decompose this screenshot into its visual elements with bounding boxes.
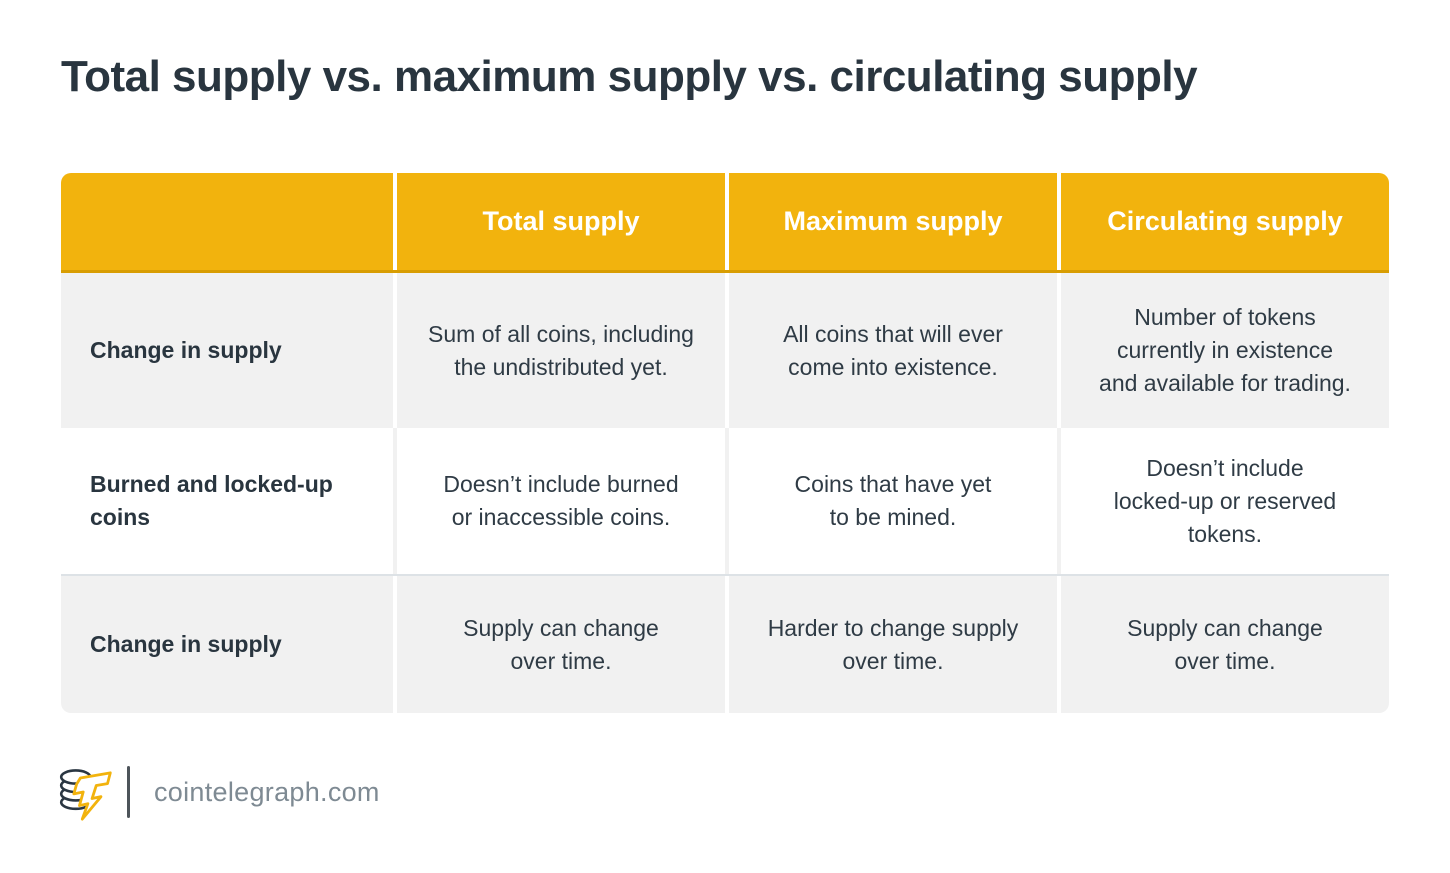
cell-total-supply: Doesn’t include burned or inaccessible c… — [397, 428, 725, 574]
table-header-row: Total supply Maximum supply Circulating … — [61, 173, 1389, 273]
header-total-supply: Total supply — [397, 173, 725, 270]
cell-total-supply: Sum of all coins, including the undistri… — [397, 273, 725, 428]
cell-circulating-supply: Supply can change over time. — [1061, 576, 1389, 713]
cell-circulating-supply: Number of tokens currently in existence … — [1061, 273, 1389, 428]
cell-total-supply: Supply can change over time. — [397, 576, 725, 713]
cointelegraph-logo-icon — [59, 769, 112, 821]
supply-comparison-table: Total supply Maximum supply Circulating … — [61, 173, 1389, 713]
header-circulating-supply: Circulating supply — [1061, 173, 1389, 270]
row-label: Change in supply — [61, 576, 393, 713]
cell-maximum-supply: Harder to change supply over time. — [729, 576, 1057, 713]
cell-maximum-supply: All coins that will ever come into exist… — [729, 273, 1057, 428]
table-row-change-in-supply-1: Change in supply Sum of all coins, inclu… — [61, 273, 1389, 428]
footer-divider — [127, 766, 130, 818]
cell-maximum-supply: Coins that have yet to be mined. — [729, 428, 1057, 574]
table-row-burned-locked-up-coins: Burned and locked-up coins Doesn’t inclu… — [61, 428, 1389, 574]
page-title: Total supply vs. maximum supply vs. circ… — [61, 52, 1198, 101]
header-maximum-supply: Maximum supply — [729, 173, 1057, 270]
cell-circulating-supply: Doesn’t include locked-up or reserved to… — [1061, 428, 1389, 574]
footer: cointelegraph.com — [57, 760, 380, 824]
footer-site-label: cointelegraph.com — [154, 776, 380, 807]
row-label: Change in supply — [61, 273, 393, 428]
header-empty-cell — [61, 173, 393, 270]
row-label: Burned and locked-up coins — [61, 428, 393, 574]
table-row-change-in-supply-2: Change in supply Supply can change over … — [61, 574, 1389, 713]
